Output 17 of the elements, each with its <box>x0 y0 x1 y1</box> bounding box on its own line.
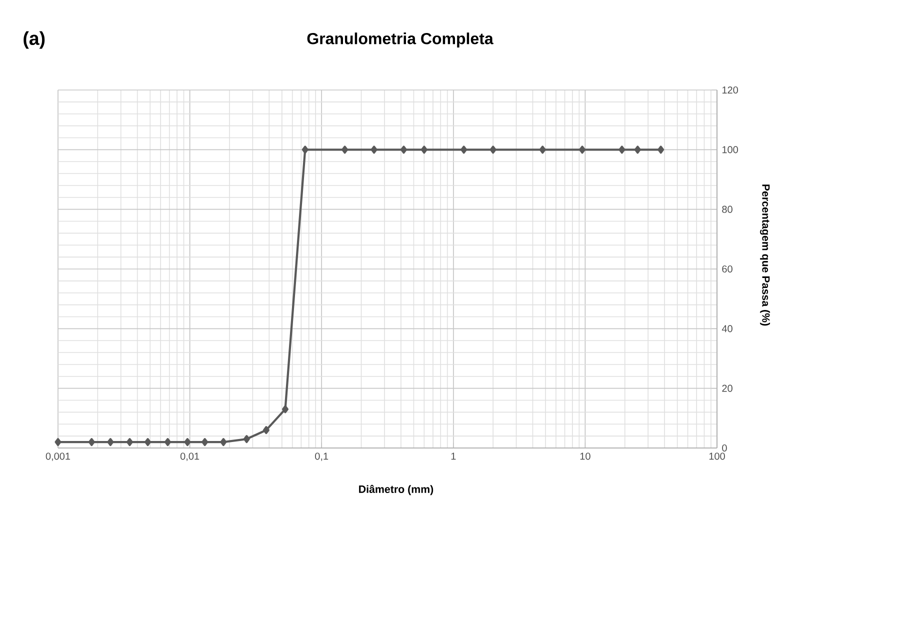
y-tick-label: 20 <box>722 384 732 392</box>
y-tick-label: 100 <box>722 146 738 154</box>
x-tick-label: 0,01 <box>180 452 200 461</box>
x-tick-label: 1 <box>451 452 456 460</box>
x-tick-label: 100 <box>709 452 725 460</box>
x-tick-label: 0,001 <box>46 452 70 461</box>
text: (a) <box>24 31 45 49</box>
y-tick-label: 0 <box>722 444 727 452</box>
y-tick-label: 80 <box>722 206 732 213</box>
x-tick-label: 0,1 <box>315 452 328 461</box>
y-tick-label: 40 <box>722 325 732 332</box>
y-tick-label: 60 <box>722 265 732 273</box>
y-axis-title: Percentagem que Passa (%) <box>760 184 770 326</box>
x-axis-title: Diâmetro (mm) <box>359 484 434 496</box>
y-tick-label: 120 <box>722 86 738 94</box>
x-tick-label: 10 <box>580 452 590 460</box>
chart-title: Granulometria Completa <box>307 32 494 48</box>
